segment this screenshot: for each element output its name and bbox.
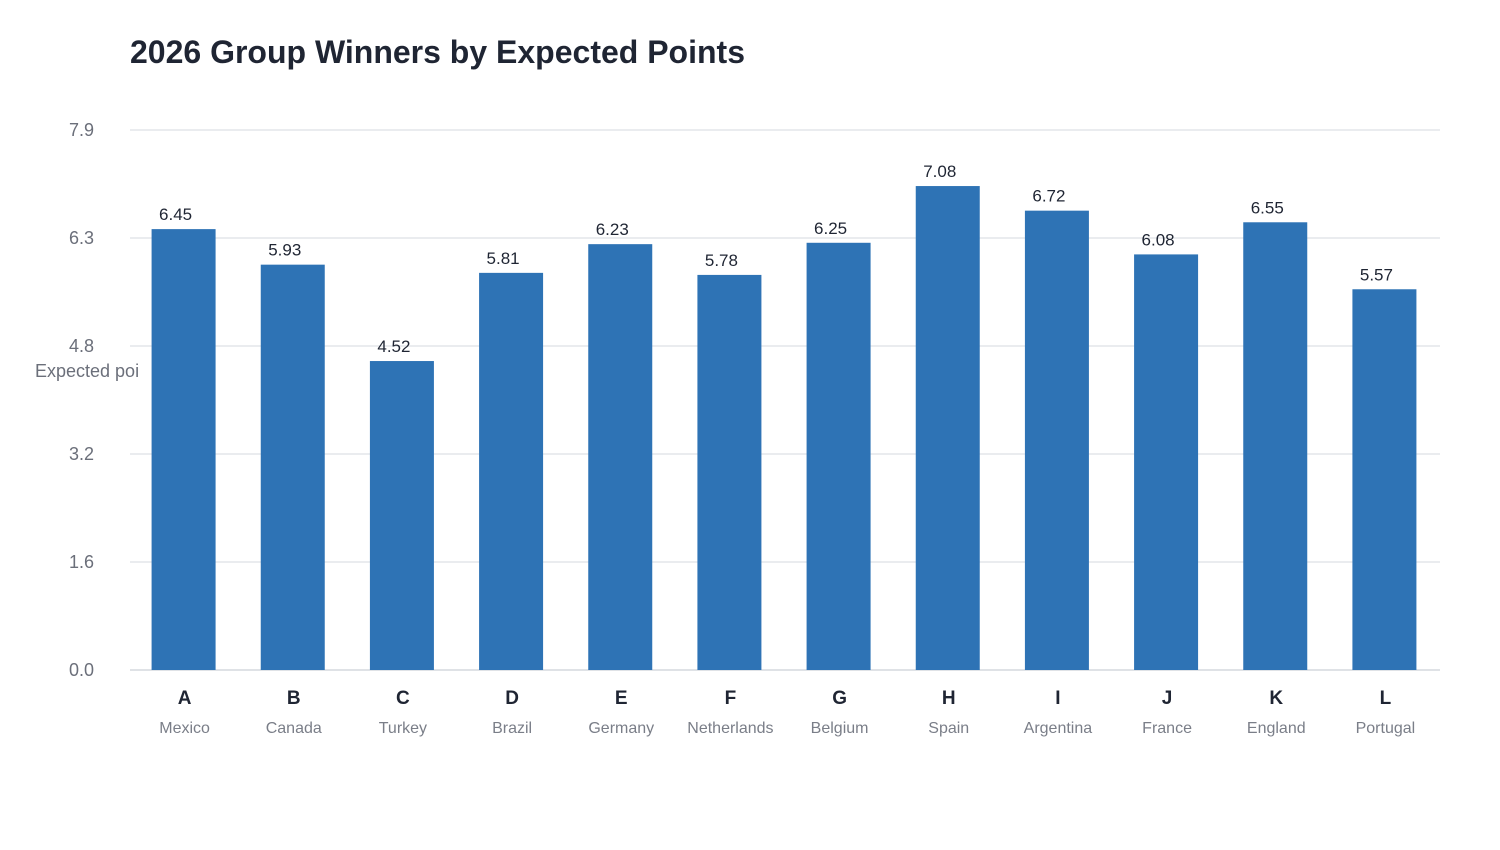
bar-k bbox=[1243, 222, 1308, 670]
y-axis-label: Expected poi bbox=[35, 361, 140, 381]
y-tick-label: 1.6 bbox=[69, 552, 94, 572]
chart-title: 2026 Group Winners by Expected Points bbox=[130, 34, 745, 70]
bar-g bbox=[806, 242, 871, 671]
x-sub-label: Turkey bbox=[379, 720, 427, 737]
x-category-label: I bbox=[1055, 688, 1060, 709]
x-sub-label: Mexico bbox=[159, 720, 210, 737]
value-labels: 6.45 5.93 4.52 5.81 6.23 5.78 6.25 7.08 6.72 6.08… bbox=[159, 162, 1393, 356]
y-tick-label: 6.3 bbox=[69, 228, 94, 248]
bar-b bbox=[260, 264, 325, 670]
y-axis-ticks: 0.0 1.6 3.2 4.8 6.3 7.9 bbox=[69, 120, 94, 680]
x-category-label: B bbox=[287, 688, 301, 709]
value-label: 6.55 bbox=[1251, 198, 1284, 217]
x-category-label: E bbox=[615, 688, 628, 709]
x-sub-label: Argentina bbox=[1024, 720, 1093, 737]
bar-e bbox=[588, 244, 653, 670]
value-label: 7.08 bbox=[923, 162, 956, 181]
value-label: 5.57 bbox=[1360, 265, 1393, 284]
x-sub-label: Netherlands bbox=[687, 720, 773, 737]
value-label: 6.25 bbox=[814, 219, 847, 238]
y-tick-label: 3.2 bbox=[69, 444, 94, 464]
x-category-label: K bbox=[1269, 688, 1283, 709]
value-label: 5.93 bbox=[268, 241, 301, 260]
x-sub-label: Spain bbox=[928, 720, 969, 737]
x-sub-label: Portugal bbox=[1356, 720, 1416, 737]
value-label: 6.72 bbox=[1032, 187, 1065, 206]
value-label: 5.78 bbox=[705, 251, 738, 270]
bar-j bbox=[1134, 254, 1199, 670]
bar-i bbox=[1024, 210, 1089, 670]
x-category-label: F bbox=[725, 688, 737, 709]
bar-f bbox=[697, 274, 762, 670]
x-sub-label: Germany bbox=[588, 720, 654, 737]
x-category-label: L bbox=[1380, 688, 1392, 709]
bar-a bbox=[151, 229, 216, 670]
bar-h bbox=[915, 186, 980, 670]
x-sub-label: Belgium bbox=[811, 720, 869, 737]
y-tick-label: 0.0 bbox=[69, 660, 94, 680]
x-sub-label: France bbox=[1142, 720, 1192, 737]
x-axis-categories: A Mexico B Canada C Turkey D Brazil E Germany F Net… bbox=[159, 688, 1415, 737]
bars bbox=[151, 186, 1417, 671]
bar-d bbox=[479, 272, 544, 670]
x-category-label: C bbox=[396, 688, 410, 709]
x-category-label: A bbox=[178, 688, 192, 709]
value-label: 4.52 bbox=[377, 337, 410, 356]
x-category-label: J bbox=[1162, 688, 1173, 709]
x-sub-label: Brazil bbox=[492, 720, 532, 737]
x-category-label: G bbox=[832, 688, 847, 709]
x-category-label: H bbox=[942, 688, 956, 709]
y-tick-label: 7.9 bbox=[69, 120, 94, 140]
x-sub-label: Canada bbox=[266, 720, 322, 737]
value-label: 6.23 bbox=[596, 220, 629, 239]
x-sub-label: England bbox=[1247, 720, 1306, 737]
gridlines bbox=[130, 129, 1440, 671]
bar-c bbox=[369, 361, 434, 670]
bar-l bbox=[1352, 289, 1417, 670]
y-tick-label: 4.8 bbox=[69, 336, 94, 356]
value-label: 6.08 bbox=[1142, 230, 1175, 249]
value-label: 6.45 bbox=[159, 205, 192, 224]
value-label: 5.81 bbox=[487, 249, 520, 268]
x-category-label: D bbox=[505, 688, 519, 709]
